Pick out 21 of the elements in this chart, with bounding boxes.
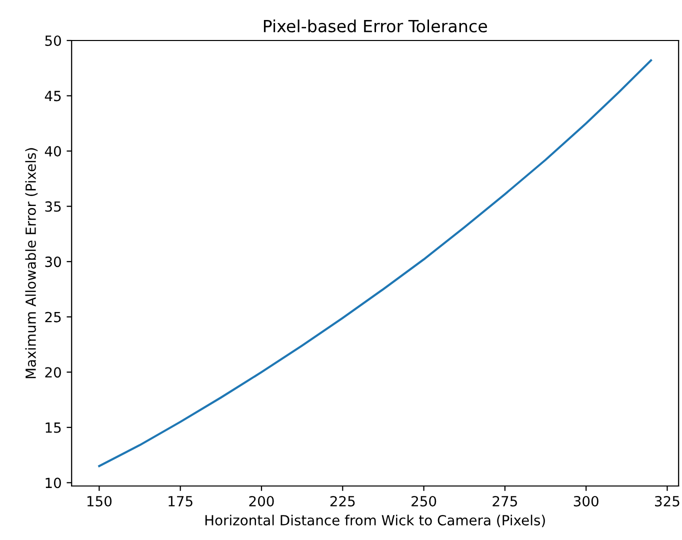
y-tick-label: 40 (44, 146, 61, 157)
x-tick-label: 200 (249, 496, 274, 506)
x-tick-label: 225 (330, 496, 355, 506)
chart-title: Pixel-based Error Tolerance (264, 20, 487, 32)
y-tick-label: 25 (45, 312, 61, 322)
y-tick-label: 30 (45, 256, 61, 268)
line-series (98, 59, 652, 468)
x-tick-label: 275 (492, 496, 517, 506)
y-tick-label: 50 (45, 35, 61, 46)
x-tick-label: 150 (87, 496, 112, 506)
y-tick-label: 45 (44, 90, 61, 102)
x-tick-label: 325 (655, 496, 680, 506)
y-tick-label: 15 (46, 422, 61, 433)
y-tick-label: 35 (45, 201, 61, 212)
x-tick-label: 175 (168, 496, 192, 506)
y-tick-label: 20 (45, 367, 61, 378)
y-axis-title: Maximum Allowable Error (Pixels) (25, 148, 38, 378)
x-tick-label: 250 (412, 496, 436, 506)
x-tick-label: 300 (574, 496, 598, 506)
x-axis-title: Horizontal Distance from Wick to Camera (Pixels) (205, 514, 545, 528)
y-tick-label: 10 (46, 478, 61, 488)
